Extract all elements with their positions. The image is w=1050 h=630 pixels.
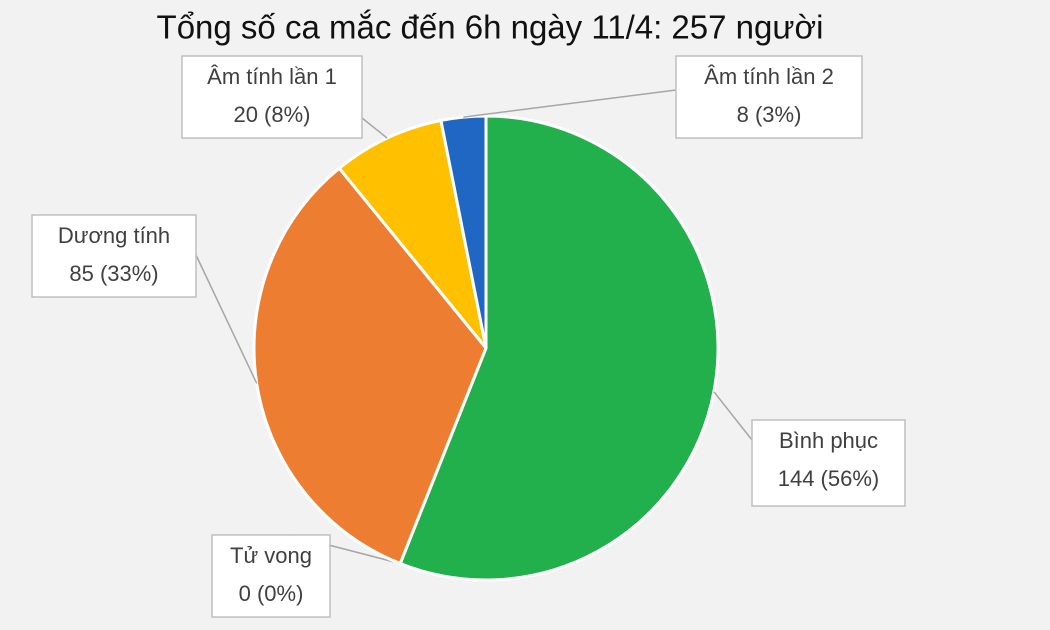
label-box [675, 55, 863, 139]
value-label: 144 (56%) [778, 466, 880, 491]
label-box [31, 214, 197, 298]
value-label: 85 (33%) [69, 261, 158, 286]
slice-name: Tử vong [230, 543, 312, 568]
pie-slice [398, 114, 720, 582]
leader-line [361, 117, 388, 139]
value-label: 0 (0%) [239, 581, 304, 606]
slice-name: Bình phục [779, 428, 878, 453]
value-label: 20 (8%) [233, 102, 310, 127]
pie-slice [337, 118, 488, 349]
leader-line [195, 254, 258, 384]
pie-slice [252, 166, 488, 566]
chart-title: Tổng số ca mắc đến 6h ngày 11/4: 257 ngư… [157, 9, 824, 46]
slice-name: Âm tính lần 2 [704, 64, 834, 89]
label-box [181, 55, 363, 139]
value-label: 8 (3%) [737, 102, 802, 127]
slice-name: Âm tính lần 1 [207, 64, 337, 89]
leader-line [463, 89, 677, 118]
label-box [751, 419, 906, 507]
slice-name: Dương tính [58, 223, 170, 248]
leader-line [713, 391, 753, 441]
label-box [211, 534, 331, 618]
